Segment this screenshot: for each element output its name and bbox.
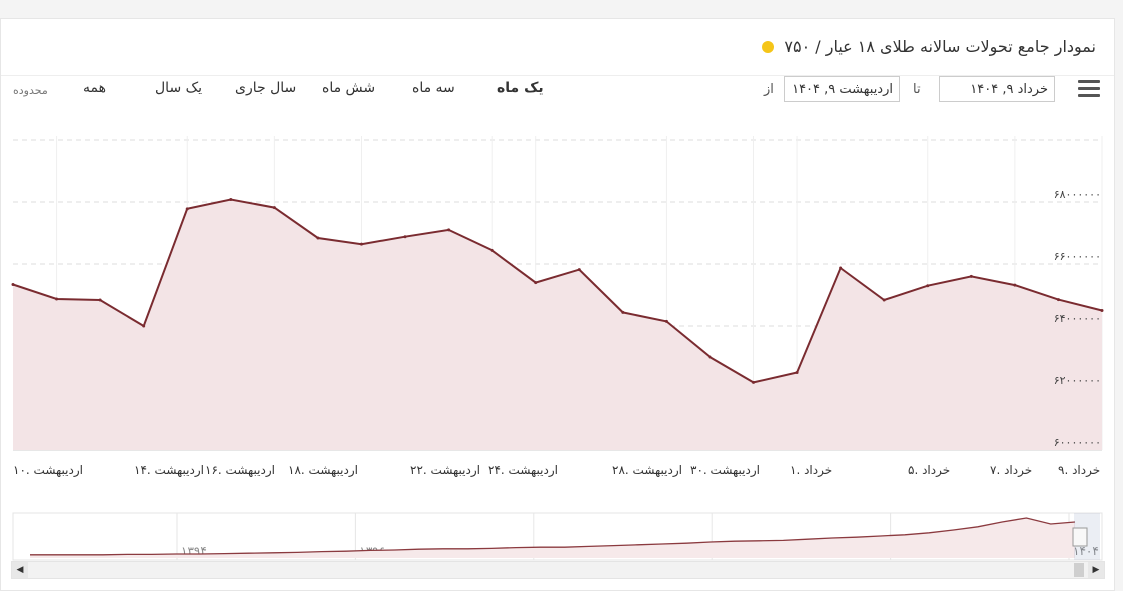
hamburger-menu-icon[interactable]	[1078, 80, 1100, 98]
range-label: محدوده	[13, 84, 48, 97]
x-tick-label: ۱. خرداد	[790, 463, 832, 478]
data-point	[795, 371, 799, 374]
data-point	[577, 268, 581, 272]
range-current-year-button[interactable]: سال جاری	[235, 80, 297, 96]
scrollbar[interactable]: ◀ ▶	[11, 561, 1105, 579]
data-point	[359, 242, 363, 246]
x-axis-ticks: ۱۰. اردیبهشت ۱۴. اردیبهشت ۱۶. اردیبهشت ۱۸. …	[13, 463, 1100, 478]
x-tick-label: ۲۸. اردیبهشت	[612, 463, 682, 478]
x-tick-label: ۱۸. اردیبهشت	[288, 463, 358, 478]
data-point	[926, 284, 930, 288]
x-tick-label: ۱۴. اردیبهشت	[134, 463, 204, 478]
data-point	[403, 235, 407, 239]
scroll-right-arrow-icon[interactable]: ▶	[1088, 562, 1104, 578]
data-point	[664, 319, 668, 323]
y-tick-label: ۶۴۰۰۰۰۰۰	[1054, 312, 1101, 325]
data-point	[142, 324, 146, 328]
data-point	[316, 236, 320, 240]
x-tick-label: ۷. خرداد	[990, 463, 1032, 478]
data-point	[882, 298, 886, 302]
data-points	[11, 198, 1104, 384]
navigator: ۱۳۹۴۱۳۹۶۱۳۹۸۱۴۰۰۱۴۰۲۱۴۰۴	[12, 512, 1103, 561]
y-tick-label: ۶۸۰۰۰۰۰۰	[1054, 188, 1101, 201]
y-tick-label: ۶۰۰۰۰۰۰۰	[1054, 436, 1101, 449]
range-all-button[interactable]: همه	[83, 80, 106, 96]
scroll-left-arrow-icon[interactable]: ◀	[12, 562, 28, 578]
x-tick-label: ۳۰. اردیبهشت	[690, 463, 760, 478]
data-point	[969, 274, 973, 278]
navigator-area	[30, 518, 1075, 558]
x-tick-label: ۲۴. اردیبهشت	[488, 463, 558, 478]
data-point	[98, 298, 102, 302]
data-point	[490, 248, 494, 252]
range-one-year-button[interactable]: یک سال	[155, 80, 203, 96]
x-tick-label: ۱۰. اردیبهشت	[13, 463, 83, 478]
title-dot-icon	[762, 40, 775, 53]
scroll-thumb[interactable]	[1074, 563, 1084, 577]
from-word: از	[764, 82, 774, 97]
data-point	[839, 266, 843, 270]
to-word: تا	[913, 82, 921, 97]
data-point	[621, 310, 625, 314]
data-point	[534, 281, 538, 285]
x-tick-label: ۵. خرداد	[908, 463, 950, 478]
data-point	[1100, 309, 1104, 312]
data-point	[11, 282, 15, 286]
x-tick-label: ۹. خرداد	[1058, 463, 1100, 478]
area-fill	[13, 199, 1102, 450]
range-three-months-button[interactable]: سه ماه	[412, 80, 455, 96]
navigator-year-label: ۱۴۰۴	[1073, 544, 1099, 558]
x-tick-label: ۲۲. اردیبهشت	[410, 463, 480, 478]
data-point	[55, 297, 59, 301]
data-point	[447, 228, 451, 232]
y-axis-ticks: ۶۰۰۰۰۰۰۰ ۶۲۰۰۰۰۰۰ ۶۴۰۰۰۰۰۰ ۶۶۰۰۰۰۰۰ ۶۸۰۰۰۰۰۰	[1054, 188, 1101, 449]
title-wrap: نمودار جامع تحولات سالانه طلای ۱۸ عیار /…	[762, 37, 1096, 56]
navigator-handle-icon[interactable]	[1072, 527, 1088, 547]
data-point	[752, 380, 756, 384]
data-point	[272, 206, 276, 210]
y-tick-label: ۶۶۰۰۰۰۰۰	[1054, 250, 1101, 263]
toolbar: محدوده همه یک سال سال جاری شش ماه سه ماه…	[0, 74, 1123, 106]
navigator-line	[30, 517, 1076, 556]
data-point	[1013, 283, 1017, 287]
from-date-input[interactable]	[784, 76, 900, 102]
chart-title: نمودار جامع تحولات سالانه طلای ۱۸ عیار /…	[784, 37, 1096, 56]
data-point	[1056, 298, 1060, 302]
y-tick-label: ۶۲۰۰۰۰۰۰	[1054, 374, 1101, 387]
to-date-input[interactable]	[939, 76, 1055, 102]
series-line	[12, 198, 1103, 384]
data-point	[229, 198, 233, 202]
card-header: نمودار جامع تحولات سالانه طلای ۱۸ عیار /…	[1, 19, 1114, 76]
x-tick-label: ۱۶. اردیبهشت	[205, 463, 275, 478]
data-point	[185, 207, 189, 211]
range-six-months-button[interactable]: شش ماه	[322, 80, 376, 96]
range-one-month-button[interactable]: یک ماه	[497, 80, 544, 96]
data-point	[708, 355, 712, 359]
